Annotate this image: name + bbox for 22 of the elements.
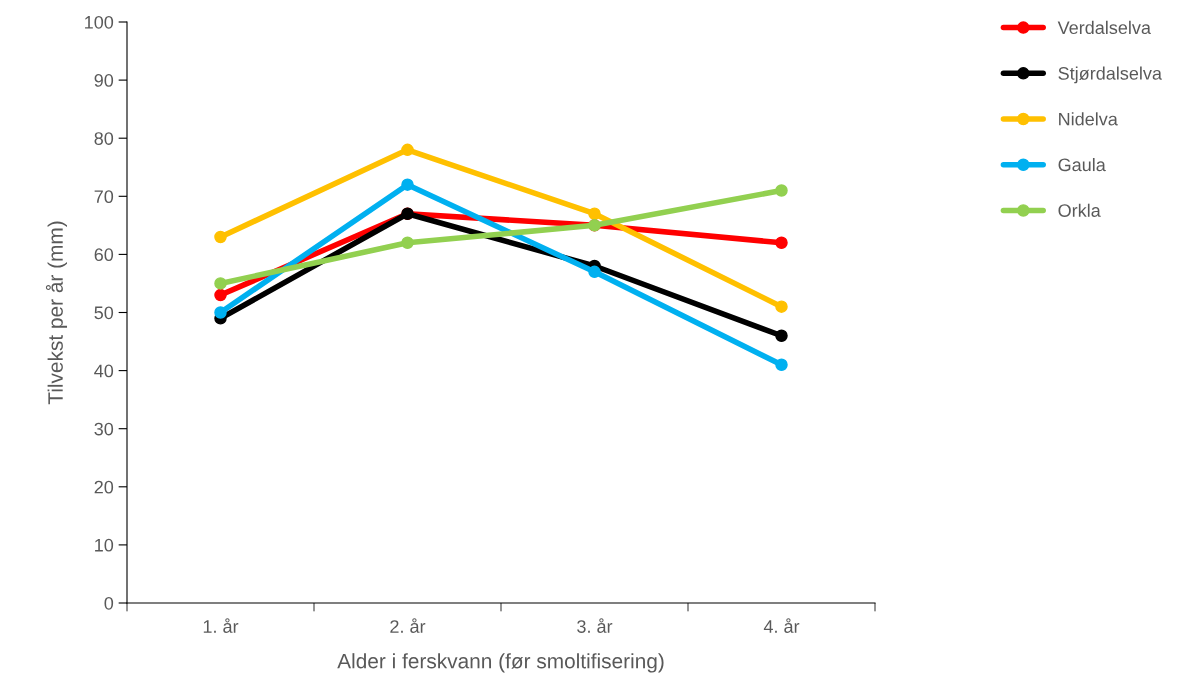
y-tick-label: 50 xyxy=(94,306,114,320)
legend-label: Verdalselva xyxy=(1057,20,1151,35)
y-tick-label: 10 xyxy=(95,538,114,552)
legend-label: Orkla xyxy=(1058,203,1101,217)
x-tick-label: 2. år xyxy=(390,618,426,633)
x-tick-label: 3. år xyxy=(577,618,613,633)
y-tick-label: 70 xyxy=(94,190,114,204)
y-tick-label: 30 xyxy=(94,422,114,436)
y-tick-label: 40 xyxy=(94,364,114,378)
y-tick-label: 80 xyxy=(94,132,114,145)
legend-label: Gaula xyxy=(1058,157,1106,172)
y-tick-label: 0 xyxy=(104,596,114,610)
legend-label: Stjørdalselva xyxy=(1058,66,1162,84)
y-tick-label: 60 xyxy=(94,248,114,262)
x-tick-label: 1. år xyxy=(203,618,239,633)
y-tick-label: 20 xyxy=(94,480,114,494)
y-axis-title: Tilvekst per år (mm) xyxy=(45,221,68,405)
x-tick-label: 4. år xyxy=(763,618,800,633)
legend-label: Nidelva xyxy=(1059,112,1118,126)
y-tick-label: 90 xyxy=(94,74,114,87)
y-tick-label: 100 xyxy=(85,15,114,29)
x-axis-title: Alder i ferskvann (før smoltifisering) xyxy=(337,653,664,673)
